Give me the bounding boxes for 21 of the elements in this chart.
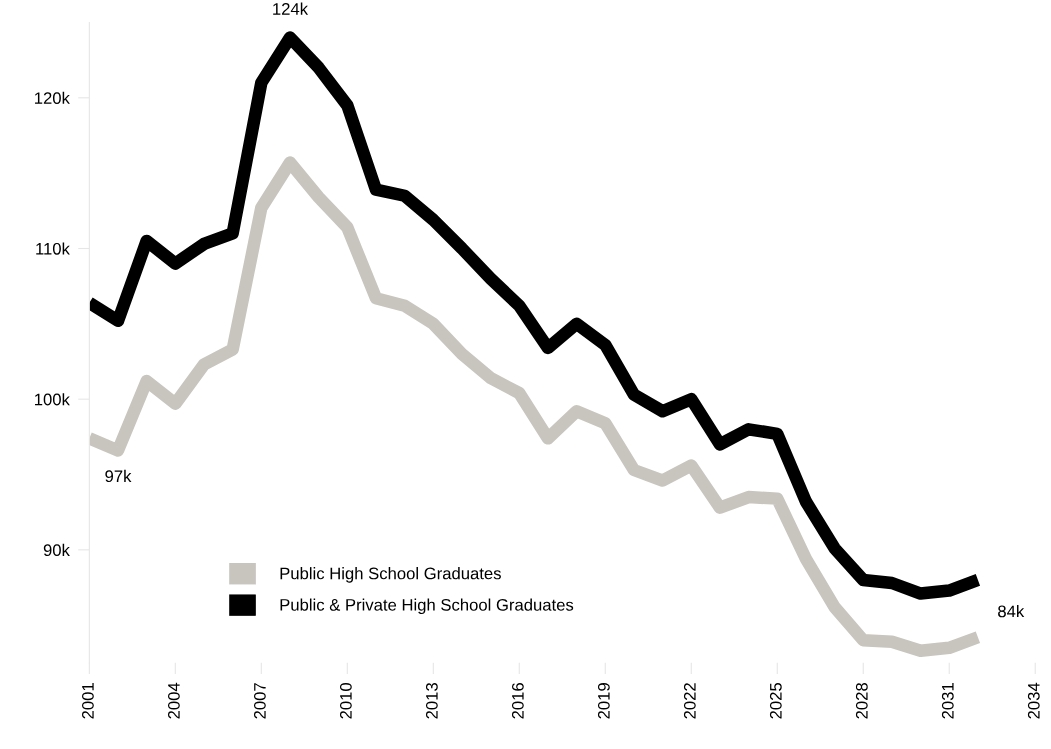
x-tick-label: 2034: [1027, 682, 1040, 719]
x-tick-label: 2031: [941, 683, 954, 719]
x-tick-label: 2016: [511, 683, 524, 719]
x-tick-label: 2022: [683, 683, 696, 719]
legend-label: Public High School Graduates: [280, 567, 501, 583]
x-tick-label: 2010: [339, 682, 352, 719]
x-tick-label: 2001: [82, 683, 94, 719]
y-tick-label: 110k: [36, 242, 70, 255]
x-tick-label: 2013: [425, 683, 438, 719]
annotation: 97k: [105, 469, 132, 483]
x-tick-label: 2025: [769, 683, 782, 719]
y-tick-label: 120k: [35, 91, 70, 105]
x-tick-label: 2007: [253, 683, 266, 719]
y-tick-label: 100k: [35, 393, 70, 406]
annotation: 84k: [998, 605, 1025, 618]
x-tick-label: 2019: [597, 683, 610, 719]
y-tick-label: 90k: [43, 543, 70, 557]
x-tick-label: 2004: [168, 682, 180, 719]
annotation: 124k: [273, 2, 309, 15]
legend-label: Public & Private High School Graduates: [280, 598, 574, 615]
x-tick-label: 2028: [855, 683, 868, 719]
